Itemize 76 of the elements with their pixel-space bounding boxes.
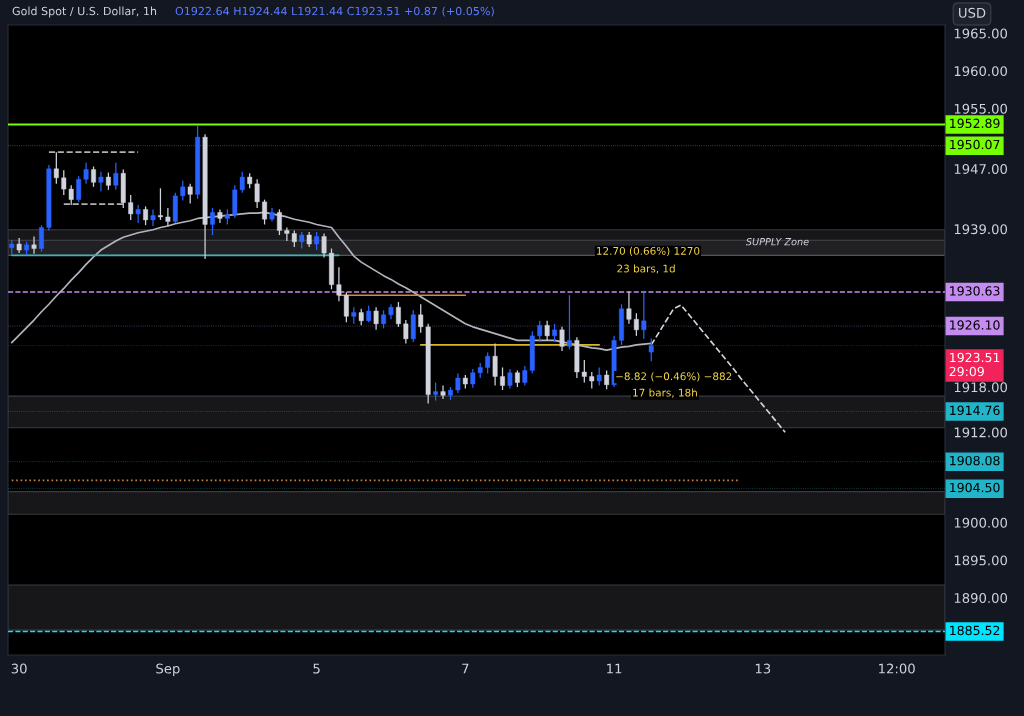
y-tick-label: 1955.00 xyxy=(954,103,1008,114)
candlestick xyxy=(98,171,104,192)
candlestick xyxy=(567,294,572,351)
candlestick xyxy=(544,320,550,342)
ref-line-label: 1923.51 29:09 xyxy=(949,352,1000,377)
candlestick xyxy=(180,180,186,202)
y-tick-label: 1895.00 xyxy=(954,555,1008,566)
candlestick xyxy=(262,198,267,226)
candlestick xyxy=(321,232,327,259)
candlestick xyxy=(113,162,119,191)
annotation: 23 bars, 1d xyxy=(617,264,675,274)
ref-line-label: 1885.52 xyxy=(950,625,1000,636)
candlestick xyxy=(39,224,44,253)
ref-line-label: 1952.89 xyxy=(950,118,1000,129)
candlestick xyxy=(633,312,639,337)
chart-title: Gold Spot / U.S. Dollar, 1h xyxy=(12,6,157,18)
candlestick xyxy=(455,372,461,394)
candlestick xyxy=(210,207,215,236)
candlestick xyxy=(604,369,610,390)
ref-line-label: 1950.07 xyxy=(950,139,1000,150)
line-series xyxy=(650,304,786,434)
candlestick xyxy=(648,337,654,362)
candlestick xyxy=(53,151,59,185)
candlestick xyxy=(165,207,171,227)
ref-line-label: 1926.10 xyxy=(950,320,1000,330)
y-tick-label: 1912.00 xyxy=(954,427,1008,438)
x-tick-label: 12:00 xyxy=(879,663,915,674)
ref-line-label: 1914.76 xyxy=(950,405,1000,416)
candlestick xyxy=(381,309,386,329)
candlestick xyxy=(537,320,543,343)
annotation: 12.70 (0.66%) 1270 xyxy=(597,246,700,257)
y-tick-label: 1947.00 xyxy=(954,163,1008,174)
candlestick xyxy=(150,208,156,227)
x-tick-label: 30 xyxy=(11,663,27,674)
y-tick-label: 1890.00 xyxy=(954,593,1008,603)
candlestick xyxy=(433,381,439,402)
candlestick xyxy=(485,351,491,375)
band-label: SUPPLY Zone xyxy=(745,237,809,246)
candlestick xyxy=(596,366,602,387)
candlestick xyxy=(403,319,409,345)
candlestick xyxy=(158,187,163,221)
candlestick xyxy=(187,183,193,205)
candlestick xyxy=(373,306,379,331)
y-tick-label: 1900.00 xyxy=(954,517,1008,528)
candlestick xyxy=(91,165,96,188)
x-tick-label: 5 xyxy=(313,663,320,674)
x-tick-label: 11 xyxy=(607,663,622,674)
ref-line-label: 1930.63 xyxy=(950,286,1000,296)
y-axis-title: USD xyxy=(959,7,986,18)
candlestick xyxy=(641,291,647,340)
chart-subtitle: O1922.64 H1924.44 L1921.44 C1923.51 +0.87 (+0.05%) xyxy=(175,6,494,17)
candlestick xyxy=(314,231,320,251)
candlestick xyxy=(143,205,149,226)
candlestick xyxy=(492,342,498,387)
y-tick-label: 1939.00 xyxy=(954,224,1008,235)
candlestick xyxy=(626,290,632,325)
candlestick xyxy=(31,235,37,255)
candlestick xyxy=(135,204,141,224)
candlestick xyxy=(552,323,558,343)
candlestick xyxy=(395,301,401,328)
candlestick xyxy=(128,194,134,221)
y-tick-label: 1965.00 xyxy=(954,28,1008,39)
y-tick-label: 1918.00 xyxy=(954,382,1008,393)
annotation: −8.82 (−0.46%) −882 xyxy=(616,372,732,382)
x-tick-label: Sep xyxy=(156,663,180,677)
x-tick-label: 13 xyxy=(755,663,771,674)
y-tick-label: 1960.00 xyxy=(954,66,1008,77)
ref-line-label: 1908.08 xyxy=(950,455,1000,466)
ref-line-label: 1904.50 xyxy=(950,482,1000,493)
candlestick xyxy=(500,366,505,391)
candlestick xyxy=(440,384,446,400)
x-tick-label: 7 xyxy=(462,663,469,674)
candlestick xyxy=(276,208,282,236)
candlestick xyxy=(559,326,565,352)
annotation: 17 bars, 18h xyxy=(633,388,697,398)
candlestick xyxy=(507,368,513,390)
